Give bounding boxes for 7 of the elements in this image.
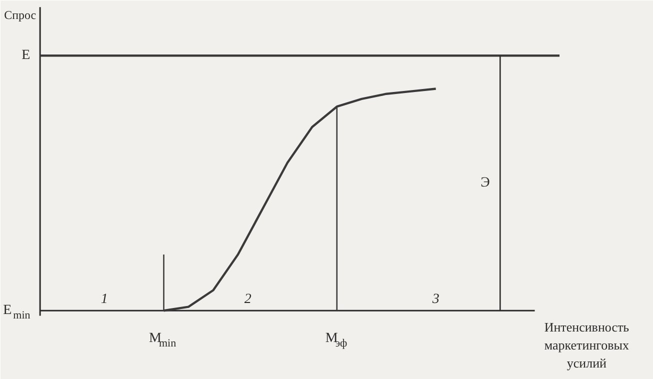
annotation: Э (480, 176, 490, 191)
y-axis-title: Спрос (4, 8, 36, 22)
annotation: 3 (431, 292, 440, 307)
annotation: 2 (244, 292, 252, 307)
annotation: 1 (100, 292, 108, 307)
x-axis-title: Интенсивность маркетинговых усилий (544, 320, 630, 371)
series-label: E (22, 48, 30, 64)
